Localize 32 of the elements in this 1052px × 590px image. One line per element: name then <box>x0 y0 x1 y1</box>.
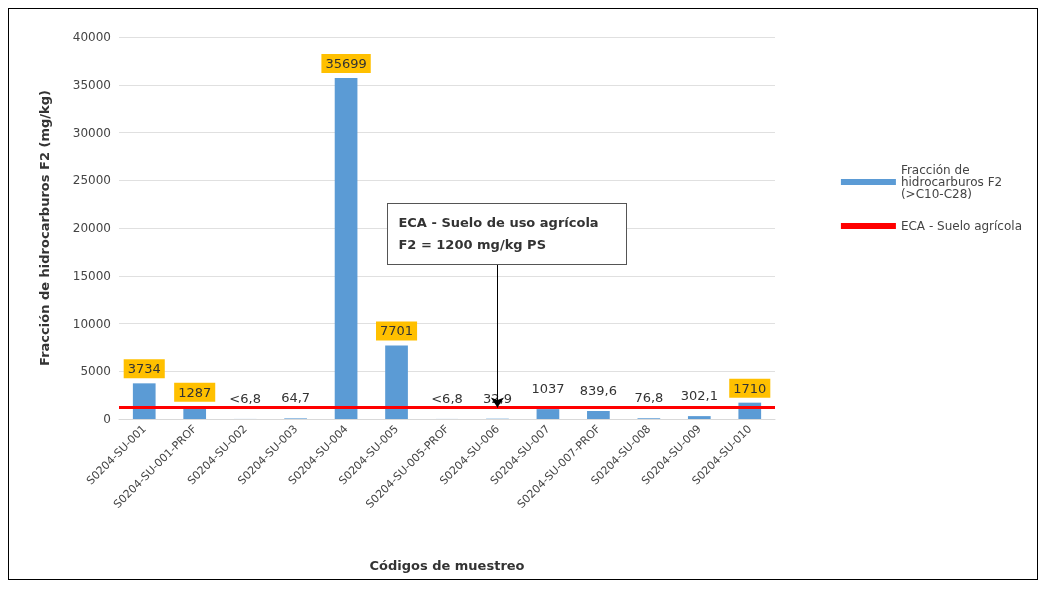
data-label: 3734 <box>127 361 161 377</box>
y-tick-label: 5000 <box>80 364 111 379</box>
annotation: ECA - Suelo de uso agrícola F2 = 1200 mg/kg PS <box>387 202 628 265</box>
y-tick-label: 20000 <box>72 221 111 235</box>
y-tick-label: 10000 <box>72 316 111 331</box>
legend-label: ECA - Suelo agrícola <box>900 219 1022 233</box>
data-label: 1037 <box>531 381 565 397</box>
bar <box>385 345 408 419</box>
bar <box>334 78 358 419</box>
data-label: 839,6 <box>579 382 617 398</box>
data-label: <6,8 <box>431 390 463 406</box>
legend-label: Fracción de hidrocarburos F2 (>C10-C28) <box>900 163 1007 201</box>
data-label: 7701 <box>379 323 414 339</box>
bar <box>687 416 711 419</box>
data-label: 64,7 <box>281 390 311 406</box>
x-axis-title: Códigos de muestreo <box>369 558 525 573</box>
data-label: 76,8 <box>634 390 664 406</box>
data-label: 1710 <box>733 380 767 396</box>
y-tick-label: 25000 <box>72 173 111 188</box>
y-tick-label: 30000 <box>72 125 111 140</box>
y-axis-title: Fracción de hidrocarburos F2 (mg/kg) <box>37 90 52 366</box>
y-tick-label: 15000 <box>72 268 111 283</box>
y-tick-label: 35000 <box>72 77 111 92</box>
y-tick-label: 0 <box>103 412 111 426</box>
bar <box>132 383 156 419</box>
data-label: 302,1 <box>680 388 718 404</box>
data-label: <6,8 <box>229 390 261 406</box>
data-label: 1287 <box>178 384 212 400</box>
bar <box>587 410 610 419</box>
bar <box>536 409 560 419</box>
data-label: 35699 <box>325 56 367 72</box>
y-tick-label: 40000 <box>72 30 111 44</box>
